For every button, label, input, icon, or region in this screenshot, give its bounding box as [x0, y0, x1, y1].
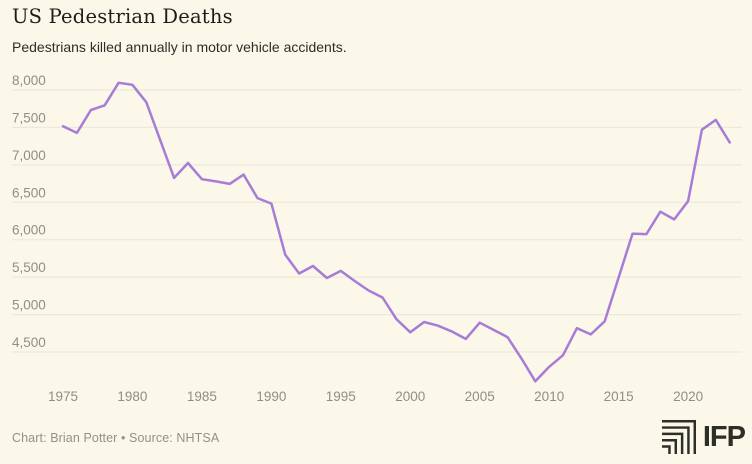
ifp-logo[interactable]: IFP: [661, 420, 746, 454]
y-tick-label: 5,500: [12, 260, 46, 275]
y-tick-label: 5,000: [12, 298, 46, 313]
chart-credit: Chart: Brian Potter • Source: NHTSA: [12, 431, 220, 445]
y-tick-label: 6,000: [12, 223, 46, 238]
y-tick-label: 7,000: [12, 148, 46, 163]
x-tick-label: 2000: [395, 389, 425, 404]
x-tick-label: 1980: [117, 389, 147, 404]
x-tick-label: 1985: [187, 389, 217, 404]
ifp-logo-text: IFP: [702, 420, 746, 453]
x-tick-label: 1975: [48, 389, 78, 404]
pedestrian-deaths-line: [61, 81, 731, 383]
x-tick-label: 2020: [673, 389, 703, 404]
chart-title: US Pedestrian Deaths: [12, 5, 233, 28]
x-tick-label: 1990: [256, 389, 286, 404]
y-tick-label: 7,500: [12, 110, 46, 125]
x-tick-label: 2010: [534, 389, 564, 404]
y-tick-label: 6,500: [12, 185, 46, 200]
nested-corner-angles-icon: [661, 420, 696, 454]
x-tick-label: 2005: [465, 389, 495, 404]
x-tick-label: 2015: [604, 389, 634, 404]
chart-subtitle: Pedestrians killed annually in motor veh…: [12, 39, 347, 55]
y-tick-label: 8,000: [12, 73, 46, 88]
x-tick-label: 1995: [326, 389, 356, 404]
y-tick-label: 4,500: [12, 335, 46, 350]
